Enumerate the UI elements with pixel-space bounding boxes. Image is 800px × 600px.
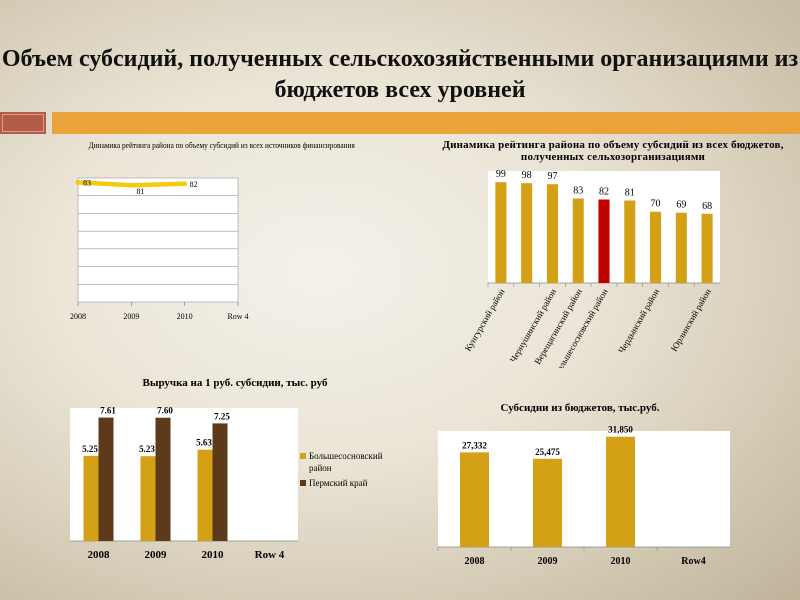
chart3-bar (212, 423, 228, 541)
chart3-legend-swatch (300, 453, 306, 459)
chart1-point (182, 181, 188, 187)
chart4-bar (460, 452, 489, 547)
subsidies-bar-chart: 27,332 2008 25,475 2009 31,850 2010 Row4 (437, 425, 730, 567)
chart2-bar (624, 200, 636, 283)
chart2-bar (521, 183, 533, 283)
chart1-plot-area (77, 177, 239, 303)
rating-bar-chart: 99 98 97 83 82 81 70 69 68 Кунгурский район Чернуш… (463, 169, 720, 368)
chart2-bar (701, 213, 713, 283)
chart3-data-label: 5.63 (196, 438, 212, 448)
chart1-data-label: 83 (83, 178, 91, 187)
chart2-tick-label: Кунгурский район (463, 287, 507, 353)
chart2-bar (650, 211, 662, 283)
chart3-legend-label: Пермский край (309, 478, 368, 488)
chart1-point (75, 179, 81, 185)
chart3-data-label: 5.23 (139, 444, 155, 454)
chart1-tick-label: 2009 (123, 312, 139, 321)
revenue-per-subsidy-chart: 5.25 7.61 2008 5.23 7.60 2009 5.63 7.25 2010 Row … (70, 406, 383, 561)
chart1-data-label: 82 (190, 180, 198, 189)
chart3-bar (140, 456, 156, 541)
chart3-data-label: 5.25 (82, 444, 98, 454)
chart2-tick-label: Верещагинский район (532, 287, 584, 366)
chart4-data-label: 27,332 (462, 440, 487, 450)
chart2-data-label: 68 (702, 201, 712, 212)
rating-line-chart: 83 81 82 2008 2009 2010 Row 4 (70, 177, 249, 321)
chart2-bar (546, 184, 558, 283)
chart4-data-label: 25,475 (535, 447, 560, 457)
chart2-data-label: 99 (496, 169, 506, 180)
slide-title: Объем субсидий, полученных сельскохозяйс… (1, 46, 799, 103)
chart2-tick-label: Юрлинский район (669, 287, 713, 353)
chart2-data-label: 97 (547, 171, 557, 182)
chart3-data-label: 7.25 (214, 411, 230, 421)
decorative-band-left (0, 112, 46, 134)
chart1-tick-label: 2008 (70, 312, 86, 321)
chart2-data-label: 98 (522, 170, 532, 181)
chart2-data-label: 82 (599, 187, 609, 198)
chart1-title: Динамика рейтинга района по объему субси… (88, 141, 355, 150)
chart2-tick-label: Чернушинский район (508, 287, 558, 364)
chart4-tick-label: 2008 (465, 556, 485, 567)
chart3-bar (197, 449, 213, 541)
chart4-tick-label: 2010 (611, 556, 631, 567)
chart2-data-label: 83 (573, 185, 583, 196)
chart4-tick-label: 2009 (538, 556, 558, 567)
chart2-bar (675, 212, 687, 283)
chart2-title: Динамика рейтинга района по объему субси… (442, 139, 784, 163)
chart1-data-label: 81 (136, 187, 144, 196)
chart2-tick-label: Чердынский район (616, 287, 661, 355)
chart4-bar (606, 436, 635, 547)
chart2-data-label: 70 (651, 199, 661, 210)
chart2-bar (572, 198, 584, 283)
chart3-bar (98, 417, 114, 541)
chart4-title: Субсидии из бюджетов, тыс.руб. (500, 402, 660, 414)
chart3-bar (155, 417, 171, 541)
chart3-data-label: 7.60 (157, 406, 173, 416)
chart4-tick-label: Row4 (681, 556, 705, 567)
chart4-bar (533, 458, 562, 547)
chart3-legend-label: Большесосновский район (309, 451, 383, 473)
chart3-tick-label: Row 4 (255, 549, 285, 561)
chart3-tick-label: 2010 (202, 549, 225, 561)
chart3-data-label: 7.61 (100, 406, 116, 416)
chart3-legend-swatch (300, 480, 306, 486)
chart2-bar (495, 182, 507, 283)
chart3-title: Выручка на 1 руб. субсидии, тыс. руб (142, 377, 328, 389)
chart3-tick-label: 2008 (88, 549, 111, 561)
chart1-point (128, 182, 134, 188)
chart2-bar (598, 199, 610, 283)
decorative-band-right (52, 112, 800, 134)
chart1-tick-label: 2010 (177, 312, 193, 321)
chart4-data-label: 31,850 (608, 425, 633, 435)
chart2-data-label: 81 (625, 188, 635, 199)
chart1-tick-label: Row 4 (227, 312, 248, 321)
chart3-bar (83, 455, 99, 541)
chart3-tick-label: 2009 (145, 549, 168, 561)
chart2-data-label: 69 (676, 200, 686, 211)
